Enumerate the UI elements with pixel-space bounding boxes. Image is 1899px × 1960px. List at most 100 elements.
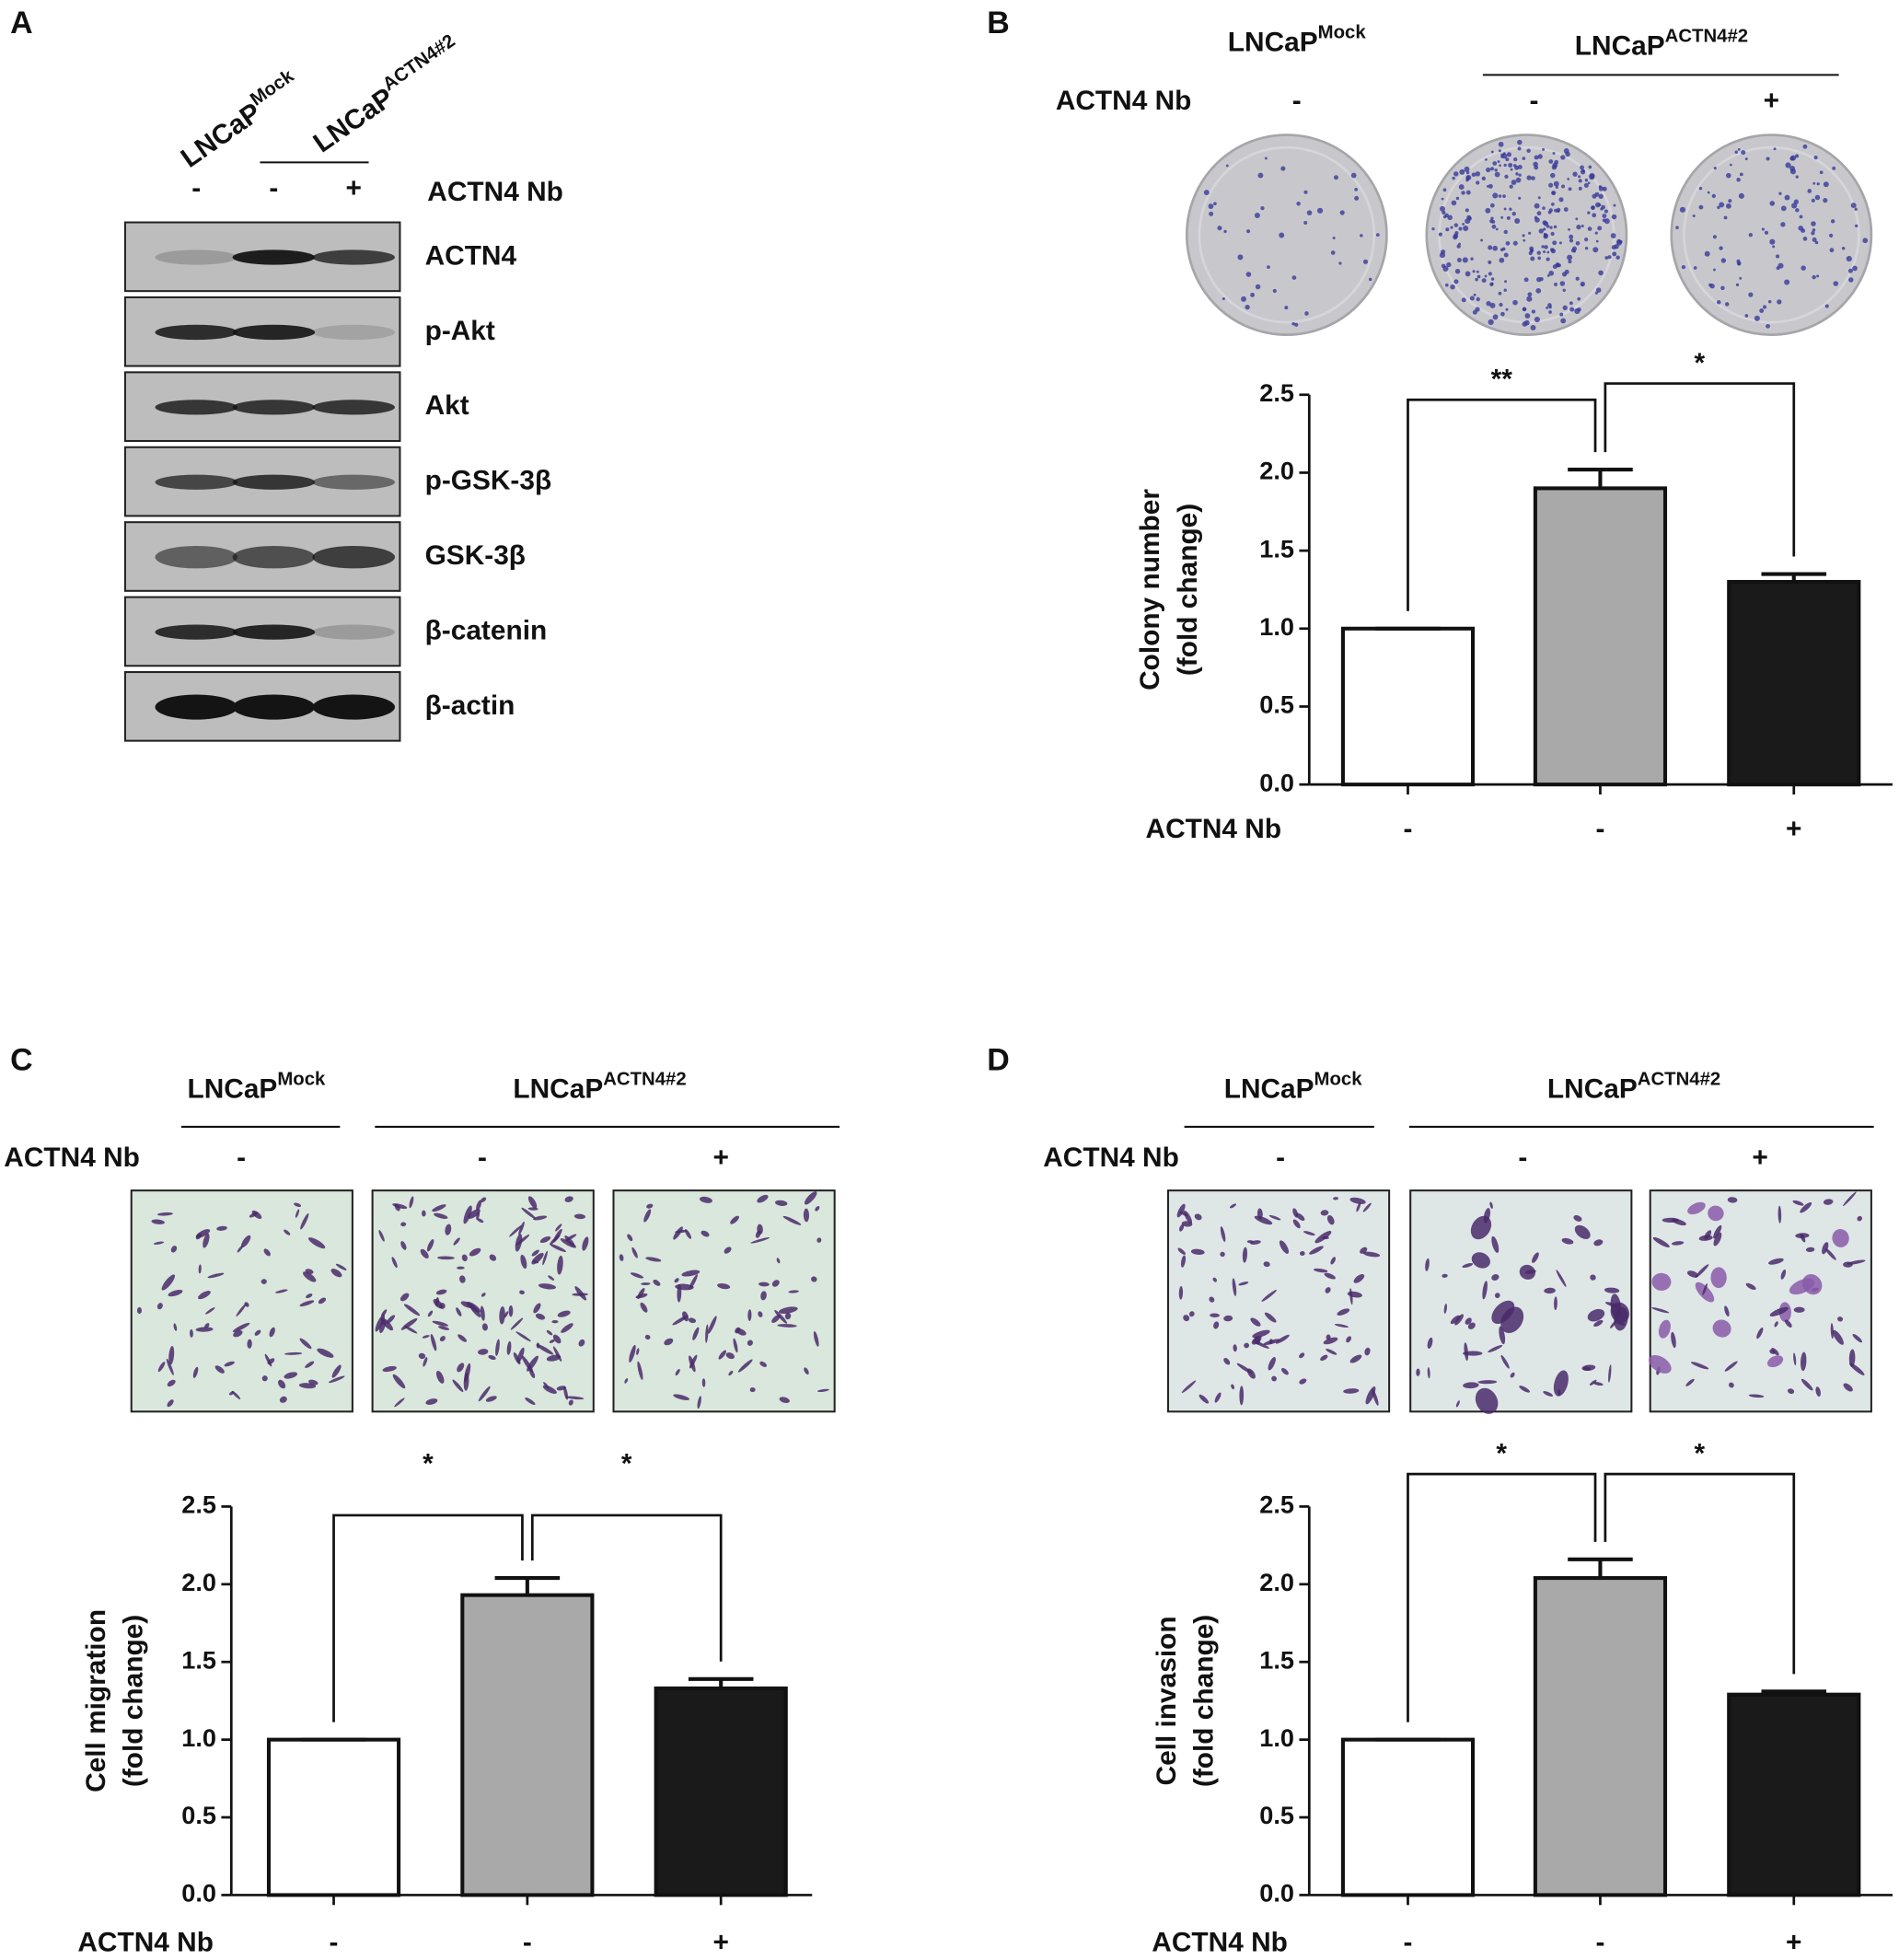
colony <box>1490 150 1494 154</box>
colony <box>1560 318 1567 324</box>
x-tick-label: - <box>1595 1927 1604 1957</box>
stained-cell <box>318 1297 327 1305</box>
colony <box>1802 144 1808 149</box>
colony <box>1823 198 1828 203</box>
colony <box>1515 172 1519 176</box>
colony <box>1294 322 1299 327</box>
colony <box>1598 193 1604 200</box>
stained-cell <box>549 1339 555 1343</box>
colony <box>1564 269 1569 274</box>
colony <box>1594 191 1600 197</box>
colony <box>1734 150 1738 155</box>
colony <box>1816 182 1820 186</box>
colony <box>1739 276 1743 280</box>
treatment-sign: + <box>712 1142 728 1173</box>
colony <box>1497 160 1500 163</box>
colony <box>1517 146 1522 151</box>
stained-cell <box>1454 1314 1464 1326</box>
stained-cell <box>1264 1312 1277 1323</box>
colony <box>1506 215 1511 220</box>
colony <box>1807 189 1812 193</box>
colony <box>1466 175 1470 179</box>
treatment-sign: - <box>269 173 278 203</box>
cell-line-base: LNCaP <box>1547 1073 1638 1104</box>
stained-cell <box>1268 1214 1281 1221</box>
stained-cell <box>1450 1315 1461 1325</box>
colony <box>1441 263 1446 269</box>
colony <box>1465 271 1471 277</box>
bar <box>266 1737 401 1897</box>
colony <box>1494 168 1498 172</box>
stained-cell <box>725 1352 735 1360</box>
stained-cell <box>504 1311 509 1318</box>
colony <box>1604 256 1609 260</box>
colony <box>1492 192 1499 199</box>
stained-cell <box>1482 1281 1488 1300</box>
colony <box>1569 307 1575 312</box>
colony <box>1354 195 1360 201</box>
stained-cell <box>161 1274 176 1291</box>
stained-cell <box>453 1237 460 1246</box>
stained-cell <box>1832 1228 1849 1247</box>
stained-cell <box>1252 1329 1270 1339</box>
colony <box>1595 287 1602 293</box>
colony <box>1561 184 1566 189</box>
colony <box>1510 168 1513 171</box>
colony <box>1555 185 1558 189</box>
stained-cell <box>1662 1217 1680 1223</box>
stained-cell <box>776 1258 781 1264</box>
colony <box>1744 157 1748 161</box>
stained-cell <box>1768 1258 1784 1265</box>
stained-cell <box>619 1254 624 1261</box>
stained-cell <box>1314 1268 1328 1273</box>
stained-cell <box>1702 1283 1708 1295</box>
blot-band <box>312 324 396 341</box>
colony <box>1693 266 1697 270</box>
colony <box>1558 197 1564 203</box>
treatment-sign: - <box>1276 1142 1285 1173</box>
colony <box>1534 155 1539 160</box>
stained-cell <box>1299 1378 1307 1385</box>
stained-cell <box>1220 1251 1225 1258</box>
stained-cell <box>730 1215 739 1224</box>
colony <box>1794 154 1800 158</box>
stained-cell <box>631 1247 638 1258</box>
colony <box>1563 148 1569 154</box>
colony <box>1492 161 1498 166</box>
stained-cell <box>533 1303 541 1314</box>
colony <box>1534 217 1540 223</box>
colony <box>1829 248 1835 253</box>
colony <box>1375 233 1380 238</box>
stained-cell <box>705 1324 709 1343</box>
colony <box>1562 288 1566 292</box>
colony <box>1509 207 1512 211</box>
stained-cell <box>1346 1336 1352 1343</box>
stained-cell <box>1815 1386 1821 1398</box>
stained-cell <box>718 1350 726 1360</box>
micrograph <box>130 1189 353 1413</box>
colony <box>1531 309 1536 314</box>
colony <box>1576 224 1581 230</box>
stained-cell <box>788 1290 799 1293</box>
stained-cell <box>784 1312 792 1320</box>
treatment-sign: + <box>1752 1142 1767 1173</box>
stained-cell <box>1832 1329 1844 1345</box>
colony <box>1811 231 1815 236</box>
colony <box>1462 257 1468 263</box>
stained-cell <box>1589 1379 1597 1386</box>
stained-cell <box>539 1235 551 1244</box>
stained-cell <box>531 1249 539 1257</box>
colony <box>1512 299 1518 306</box>
stained-cell <box>510 1317 524 1330</box>
colony <box>1551 191 1557 196</box>
stained-cell <box>1229 1203 1237 1209</box>
stained-cell <box>1843 1191 1857 1207</box>
stained-cell <box>1178 1286 1184 1300</box>
stained-cell <box>653 1279 661 1286</box>
stained-cell <box>673 1226 683 1240</box>
colony <box>1264 157 1268 160</box>
colony <box>1548 159 1554 164</box>
stained-cell <box>434 1212 448 1219</box>
stained-cell <box>1292 1219 1301 1229</box>
stained-cell <box>701 1230 710 1237</box>
